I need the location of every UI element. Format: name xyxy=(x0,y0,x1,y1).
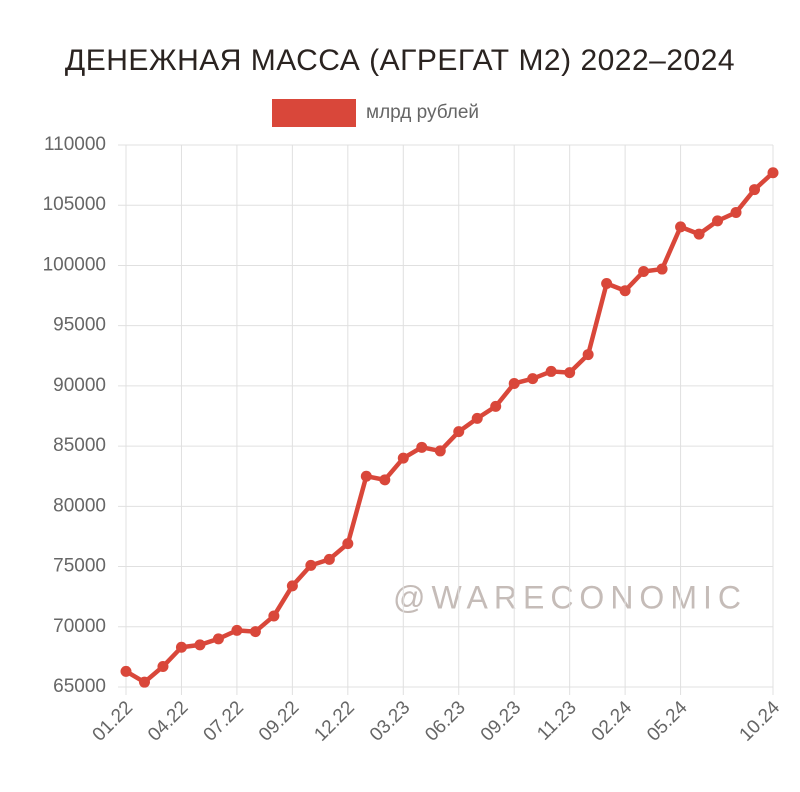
point xyxy=(212,633,224,645)
y-tick-label: 70000 xyxy=(53,616,106,637)
legend-label: млрд рублей xyxy=(366,102,479,123)
x-tick-label: 04.22 xyxy=(144,697,192,745)
point xyxy=(249,626,261,638)
grid xyxy=(118,144,774,695)
x-tick-label: 11.23 xyxy=(533,697,580,744)
y-tick-label: 105000 xyxy=(43,194,106,215)
point xyxy=(675,221,687,233)
x-tick-label: 12.22 xyxy=(310,697,358,745)
y-tick-label: 65000 xyxy=(53,676,106,697)
y-tick-label: 85000 xyxy=(53,435,106,456)
point xyxy=(471,412,483,424)
x-tick-label: 02.24 xyxy=(588,697,637,746)
x-tick-label: 06.23 xyxy=(421,697,469,745)
legend-swatch xyxy=(272,99,356,127)
point xyxy=(360,470,372,482)
point xyxy=(693,228,705,240)
point xyxy=(323,553,335,565)
point xyxy=(231,624,243,636)
point xyxy=(194,639,206,651)
point xyxy=(453,426,465,438)
y-tick-label: 95000 xyxy=(53,315,106,336)
point xyxy=(508,377,520,389)
point xyxy=(490,400,502,412)
point xyxy=(175,641,187,653)
chart-title: ДЕНЕЖНАЯ МАССА (АГРЕГАТ М2) 2022–2024 xyxy=(65,44,735,77)
y-tick-label: 110000 xyxy=(44,134,106,155)
point xyxy=(749,184,761,196)
point xyxy=(656,263,668,275)
x-tick-label: 05.24 xyxy=(643,697,692,746)
y-tick-label: 90000 xyxy=(53,375,106,396)
x-tick-label: 03.23 xyxy=(366,697,414,745)
point xyxy=(638,265,650,277)
x-tick-label: 10.24 xyxy=(736,697,785,746)
point xyxy=(138,676,150,688)
x-tick-label: 01.22 xyxy=(89,697,137,745)
point xyxy=(268,610,280,622)
y-tick-label: 75000 xyxy=(53,556,106,577)
point xyxy=(712,215,724,227)
point xyxy=(157,661,169,673)
point xyxy=(582,349,594,361)
x-tick-label: 07.22 xyxy=(200,697,248,745)
point xyxy=(120,665,132,677)
point xyxy=(434,445,446,457)
x-tick-label: 09.23 xyxy=(477,697,525,745)
point xyxy=(619,285,631,297)
point xyxy=(601,278,613,290)
point xyxy=(416,441,428,453)
point xyxy=(305,559,317,571)
point xyxy=(397,452,409,464)
watermark: @WARECONOMIC xyxy=(393,579,747,615)
point xyxy=(286,580,298,592)
point xyxy=(527,373,539,385)
point xyxy=(545,365,557,377)
point xyxy=(730,206,742,218)
point xyxy=(342,538,354,550)
y-tick-label: 100000 xyxy=(43,254,106,275)
y-tick-label: 80000 xyxy=(53,495,106,516)
point xyxy=(379,474,391,486)
point xyxy=(767,167,779,179)
x-tick-label: 09.22 xyxy=(255,697,303,745)
point xyxy=(564,367,576,379)
